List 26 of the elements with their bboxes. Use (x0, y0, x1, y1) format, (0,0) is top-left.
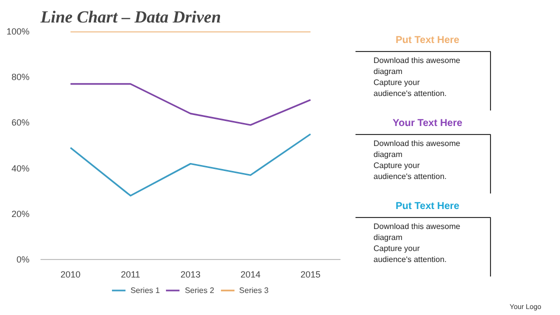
y-tick-label: 100% (6, 26, 30, 36)
legend-label: Series 2 (184, 286, 214, 294)
text: Download this awesome diagram (374, 56, 461, 76)
y-tick-label: 80% (11, 72, 30, 82)
y-tick-label: 20% (11, 208, 30, 219)
y-tick-label: 0% (16, 254, 30, 264)
y-tick-label: 40% (11, 163, 30, 174)
x-tick-label: 2015 (300, 270, 321, 280)
x-tick-label: 2010 (60, 270, 81, 280)
text: Put Text Here (396, 201, 460, 212)
y-tick-label: 60% (11, 118, 30, 128)
x-tick-label: 2014 (240, 270, 261, 280)
x-tick-label: 2011 (120, 270, 140, 280)
line-series (70, 133, 312, 196)
text: Put Text Here (396, 35, 460, 46)
text: Download this awesome diagram (374, 222, 461, 242)
x-tick-label: 2013 (180, 270, 201, 280)
text: Capture your audience's attention. (374, 78, 447, 98)
legend-label: Series 3 (239, 286, 269, 294)
text: Capture your audience's attention. (374, 161, 447, 181)
text: Download this awesome diagram (374, 139, 461, 159)
chart-title: Line Chart – Data Driven (40, 8, 221, 26)
text: Your Text Here (392, 118, 463, 129)
text: Capture your audience's attention. (374, 244, 447, 264)
line-series (70, 83, 312, 126)
legend-label: Series 1 (130, 286, 160, 294)
